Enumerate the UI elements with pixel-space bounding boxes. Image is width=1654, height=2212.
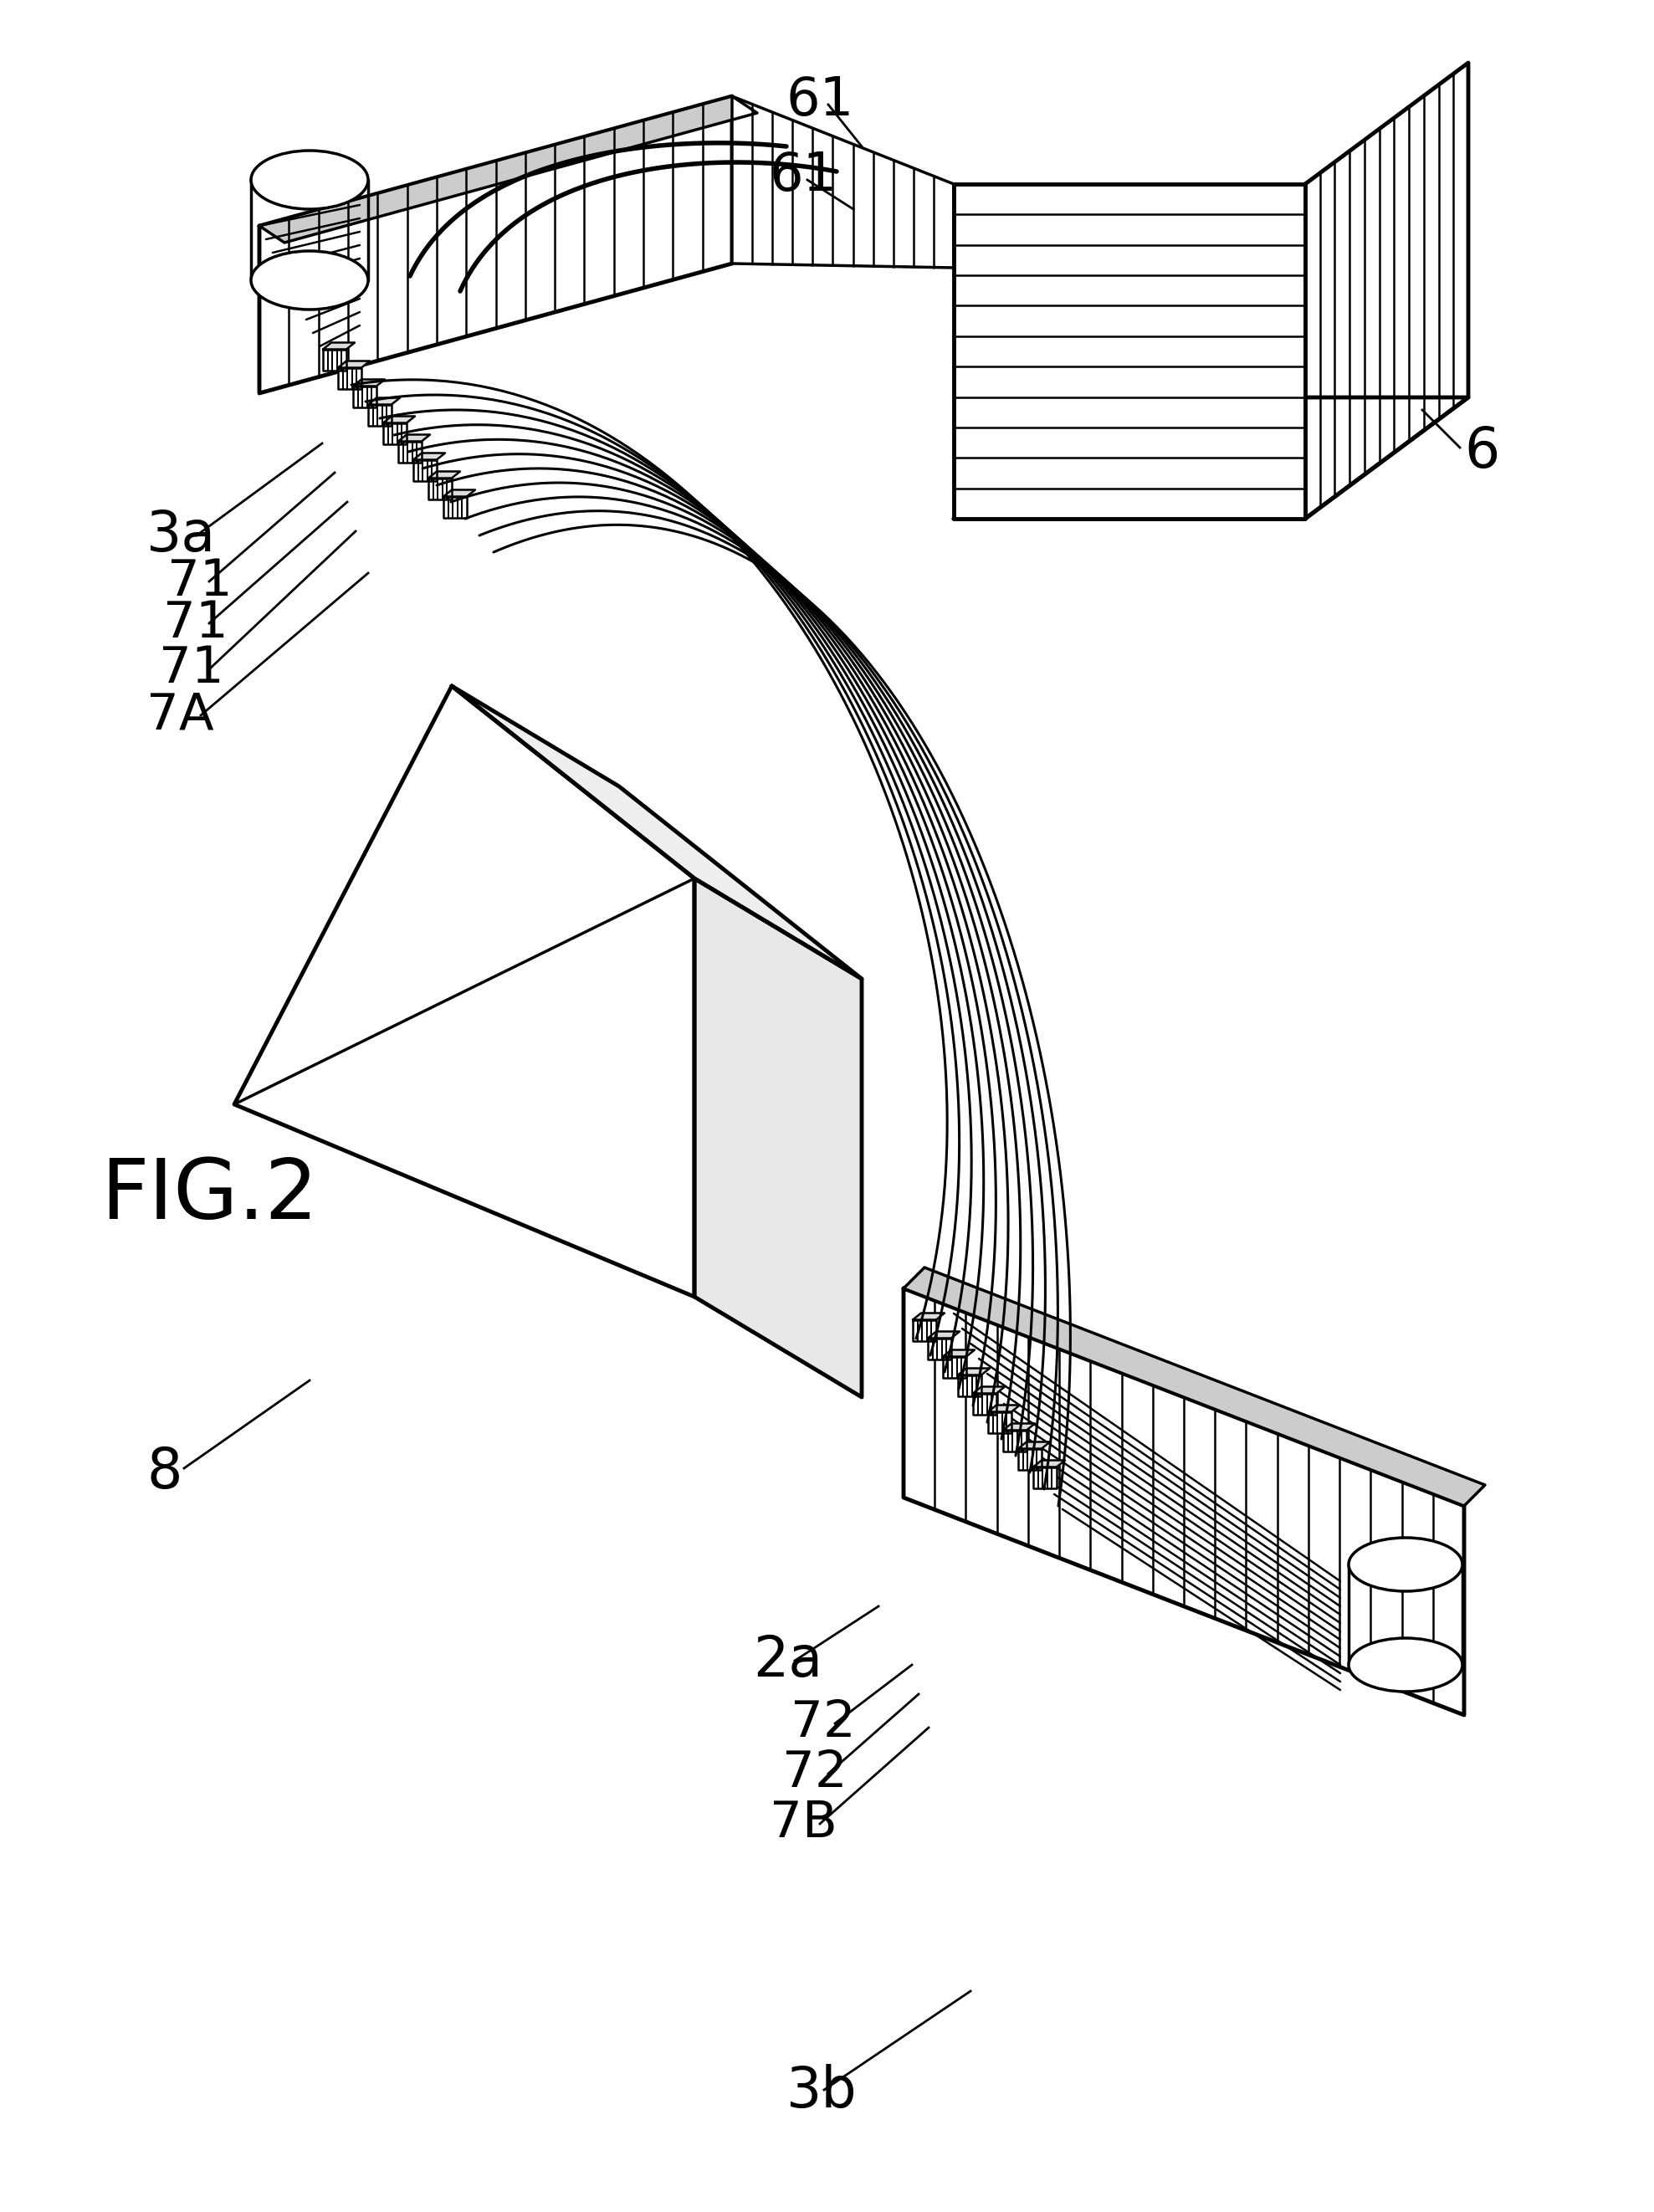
Polygon shape bbox=[1019, 1449, 1042, 1469]
Text: 3a: 3a bbox=[147, 509, 217, 564]
Polygon shape bbox=[928, 1332, 959, 1338]
Text: 7B: 7B bbox=[769, 1798, 837, 1849]
Polygon shape bbox=[958, 1369, 989, 1376]
Ellipse shape bbox=[251, 150, 369, 210]
Polygon shape bbox=[399, 434, 430, 442]
Text: 7A: 7A bbox=[147, 690, 213, 741]
Polygon shape bbox=[913, 1321, 936, 1340]
Polygon shape bbox=[352, 380, 385, 387]
Polygon shape bbox=[958, 1376, 981, 1396]
Text: 8: 8 bbox=[147, 1444, 182, 1500]
Polygon shape bbox=[428, 471, 460, 478]
Text: 61: 61 bbox=[786, 75, 855, 126]
Polygon shape bbox=[337, 361, 370, 367]
Polygon shape bbox=[323, 343, 354, 349]
Polygon shape bbox=[452, 686, 862, 980]
Polygon shape bbox=[352, 387, 377, 407]
Polygon shape bbox=[1019, 1442, 1050, 1449]
Polygon shape bbox=[973, 1394, 996, 1413]
Text: 2a: 2a bbox=[753, 1632, 822, 1688]
Ellipse shape bbox=[1348, 1639, 1462, 1692]
Polygon shape bbox=[260, 95, 758, 243]
Polygon shape bbox=[1305, 62, 1469, 518]
Text: FIG.2: FIG.2 bbox=[101, 1157, 318, 1237]
Polygon shape bbox=[987, 1405, 1021, 1411]
Polygon shape bbox=[695, 878, 862, 1398]
Text: 71: 71 bbox=[167, 557, 232, 606]
Polygon shape bbox=[943, 1349, 974, 1356]
Text: 72: 72 bbox=[782, 1750, 847, 1798]
Text: 71: 71 bbox=[164, 599, 228, 648]
Polygon shape bbox=[733, 95, 954, 268]
Polygon shape bbox=[903, 1267, 1485, 1506]
Polygon shape bbox=[954, 184, 1305, 518]
Polygon shape bbox=[987, 1411, 1012, 1433]
Polygon shape bbox=[428, 478, 452, 500]
Polygon shape bbox=[251, 179, 369, 281]
Polygon shape bbox=[414, 460, 437, 480]
Polygon shape bbox=[1348, 1564, 1462, 1666]
Text: 61: 61 bbox=[769, 150, 837, 201]
Polygon shape bbox=[443, 495, 466, 518]
Text: 71: 71 bbox=[159, 644, 223, 695]
Ellipse shape bbox=[251, 250, 369, 310]
Polygon shape bbox=[973, 1387, 1004, 1394]
Polygon shape bbox=[1034, 1460, 1065, 1467]
Text: 6: 6 bbox=[1464, 425, 1500, 480]
Polygon shape bbox=[1002, 1425, 1035, 1431]
Polygon shape bbox=[903, 1287, 1464, 1714]
Polygon shape bbox=[928, 1338, 951, 1358]
Polygon shape bbox=[323, 349, 346, 369]
Polygon shape bbox=[399, 442, 422, 462]
Polygon shape bbox=[1002, 1431, 1027, 1451]
Text: 72: 72 bbox=[791, 1699, 855, 1747]
Ellipse shape bbox=[1348, 1537, 1462, 1590]
Polygon shape bbox=[954, 398, 1469, 518]
Polygon shape bbox=[943, 1356, 966, 1378]
Polygon shape bbox=[337, 367, 362, 389]
Text: 3b: 3b bbox=[786, 2064, 857, 2119]
Polygon shape bbox=[414, 453, 445, 460]
Polygon shape bbox=[369, 405, 392, 425]
Polygon shape bbox=[913, 1314, 944, 1321]
Polygon shape bbox=[384, 422, 407, 445]
Polygon shape bbox=[1034, 1467, 1057, 1489]
Polygon shape bbox=[384, 416, 415, 422]
Polygon shape bbox=[369, 398, 400, 405]
Polygon shape bbox=[235, 686, 695, 1296]
Polygon shape bbox=[443, 489, 475, 495]
Polygon shape bbox=[260, 95, 733, 394]
